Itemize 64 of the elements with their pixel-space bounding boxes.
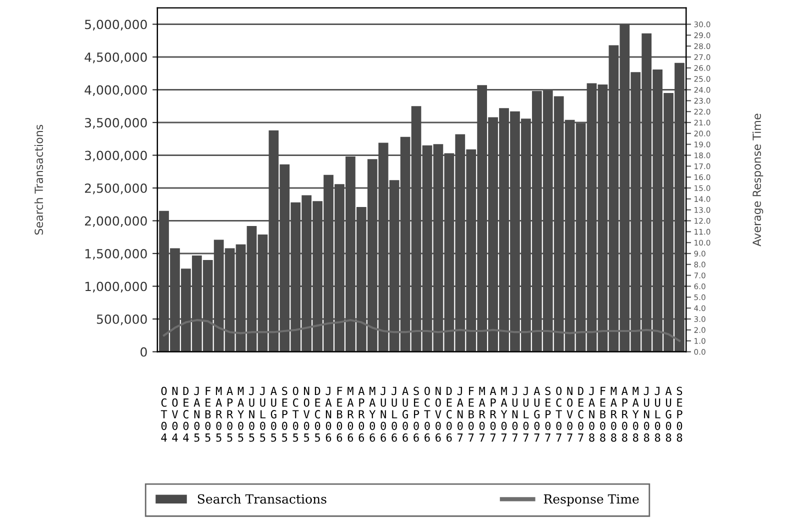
- x-tick-label: JUL07: [523, 386, 529, 442]
- y-tick-label: 500,000: [96, 314, 147, 326]
- x-tick-label: JUL05: [260, 386, 266, 442]
- x-tick-label: JUN08: [644, 386, 650, 442]
- x-tick-label: JAN08: [588, 386, 595, 442]
- x-tick-label: APR05: [226, 386, 234, 442]
- x-tick-label: SEP06: [414, 386, 420, 442]
- x-tick-label: JUL08: [654, 386, 660, 442]
- x-tick-label: DEC06: [446, 386, 452, 442]
- legend-label: Search Transactions: [198, 494, 326, 504]
- y2-axis-title: Average Response Time: [752, 114, 764, 246]
- x-tick-label: MAY08: [632, 386, 639, 442]
- x-tick-label: SEP05: [282, 386, 288, 442]
- x-tick-label: MAR06: [347, 386, 354, 442]
- x-tick-label: JUL06: [392, 386, 398, 442]
- y-tick-label: 3,000,000: [85, 150, 147, 162]
- x-tick-label: DEC07: [578, 386, 584, 442]
- y-tick-label: 5,000,000: [85, 20, 147, 30]
- line-series: [162, 319, 681, 342]
- x-tick-label: MAY06: [369, 386, 376, 442]
- y-axis-title: Search Transactions: [34, 124, 44, 235]
- y-tick-label: 1,000,000: [85, 282, 147, 292]
- x-tick-label: JAN07: [456, 386, 464, 442]
- x-tick-label: NOV04: [172, 386, 178, 442]
- x-tick-label: DEC05: [314, 386, 320, 442]
- x-tick-label: OCT04: [160, 386, 168, 442]
- x-tick-label: JUN07: [512, 386, 518, 442]
- y-tick-label: 1,500,000: [85, 248, 147, 260]
- y-tick-label: 4,000,000: [84, 85, 147, 96]
- x-tick-label: FEB06: [336, 386, 342, 442]
- x-tick-label: AUG05: [270, 386, 277, 442]
- x-tick-label: OCT06: [424, 386, 430, 442]
- x-tick-label: APR07: [490, 386, 496, 442]
- x-tick-label: JAN06: [325, 386, 332, 442]
- y-tick-label: 2,000,000: [84, 216, 147, 227]
- x-tick-label: OCT05: [292, 386, 299, 442]
- x-tick-label: APR08: [622, 386, 628, 442]
- x-tick-label: AUG07: [534, 386, 540, 442]
- x-tick-label: NOV06: [435, 386, 442, 442]
- x-tick-label: SEP08: [676, 386, 682, 442]
- y-tick-label: 4,500,000: [84, 52, 147, 64]
- x-tick-label: SEP07: [545, 386, 551, 442]
- x-tick-label: NOV07: [566, 386, 573, 442]
- y-tick-label: 0: [140, 347, 147, 357]
- y-tick-label: 3,500,000: [85, 118, 147, 129]
- x-tick-label: MAR08: [610, 386, 618, 442]
- x-tick-label: FEB07: [468, 386, 474, 442]
- x-tick-label: MAY07: [500, 386, 508, 442]
- x-tick-label: JUN05: [248, 386, 254, 442]
- x-tick-label: APR06: [358, 386, 365, 442]
- x-tick-label: DEC04: [183, 386, 189, 442]
- x-tick-label: JAN05: [194, 386, 200, 442]
- legend-label: Response Time: [544, 494, 639, 506]
- x-tick-label: FEB05: [205, 386, 211, 442]
- x-tick-label: MAR05: [216, 386, 222, 442]
- x-tick-label: AUG08: [665, 386, 672, 442]
- x-tick-label: MAR07: [478, 386, 486, 442]
- x-tick-label: JUN06: [380, 386, 386, 442]
- x-tick-label: MAY05: [238, 386, 244, 442]
- y-tick-label: 2,500,000: [84, 183, 147, 194]
- x-tick-label: OCT07: [556, 386, 562, 442]
- x-tick-label: NOV05: [304, 386, 310, 442]
- x-tick-label: AUG06: [402, 386, 408, 442]
- x-tick-label: FEB08: [600, 386, 606, 442]
